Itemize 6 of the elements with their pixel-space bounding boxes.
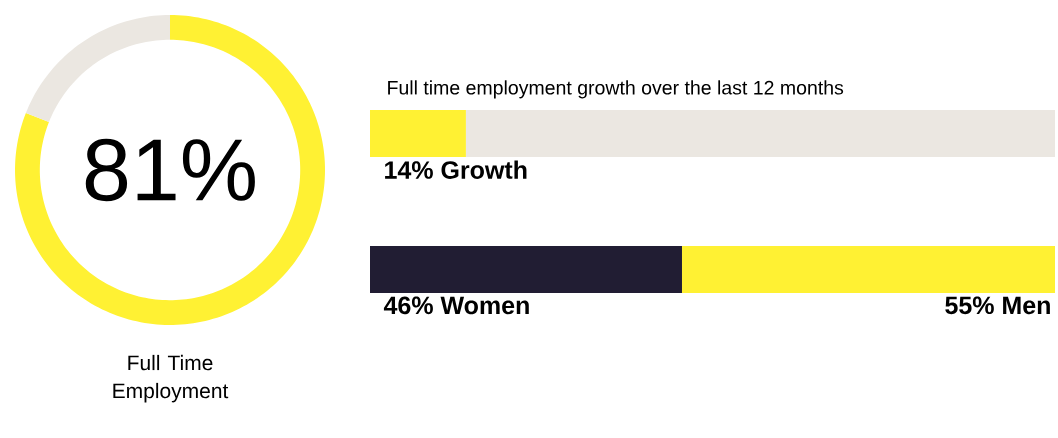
data-label: 55% Men (945, 296, 1050, 315)
data-label: 46% Women (383, 296, 529, 315)
data-label: 14% Growth (385, 160, 527, 179)
text: Full Time Employment (113, 354, 229, 403)
chart-title: Full time employment growth over the last 12 months (388, 80, 844, 99)
data-label: 81% (85, 138, 255, 202)
